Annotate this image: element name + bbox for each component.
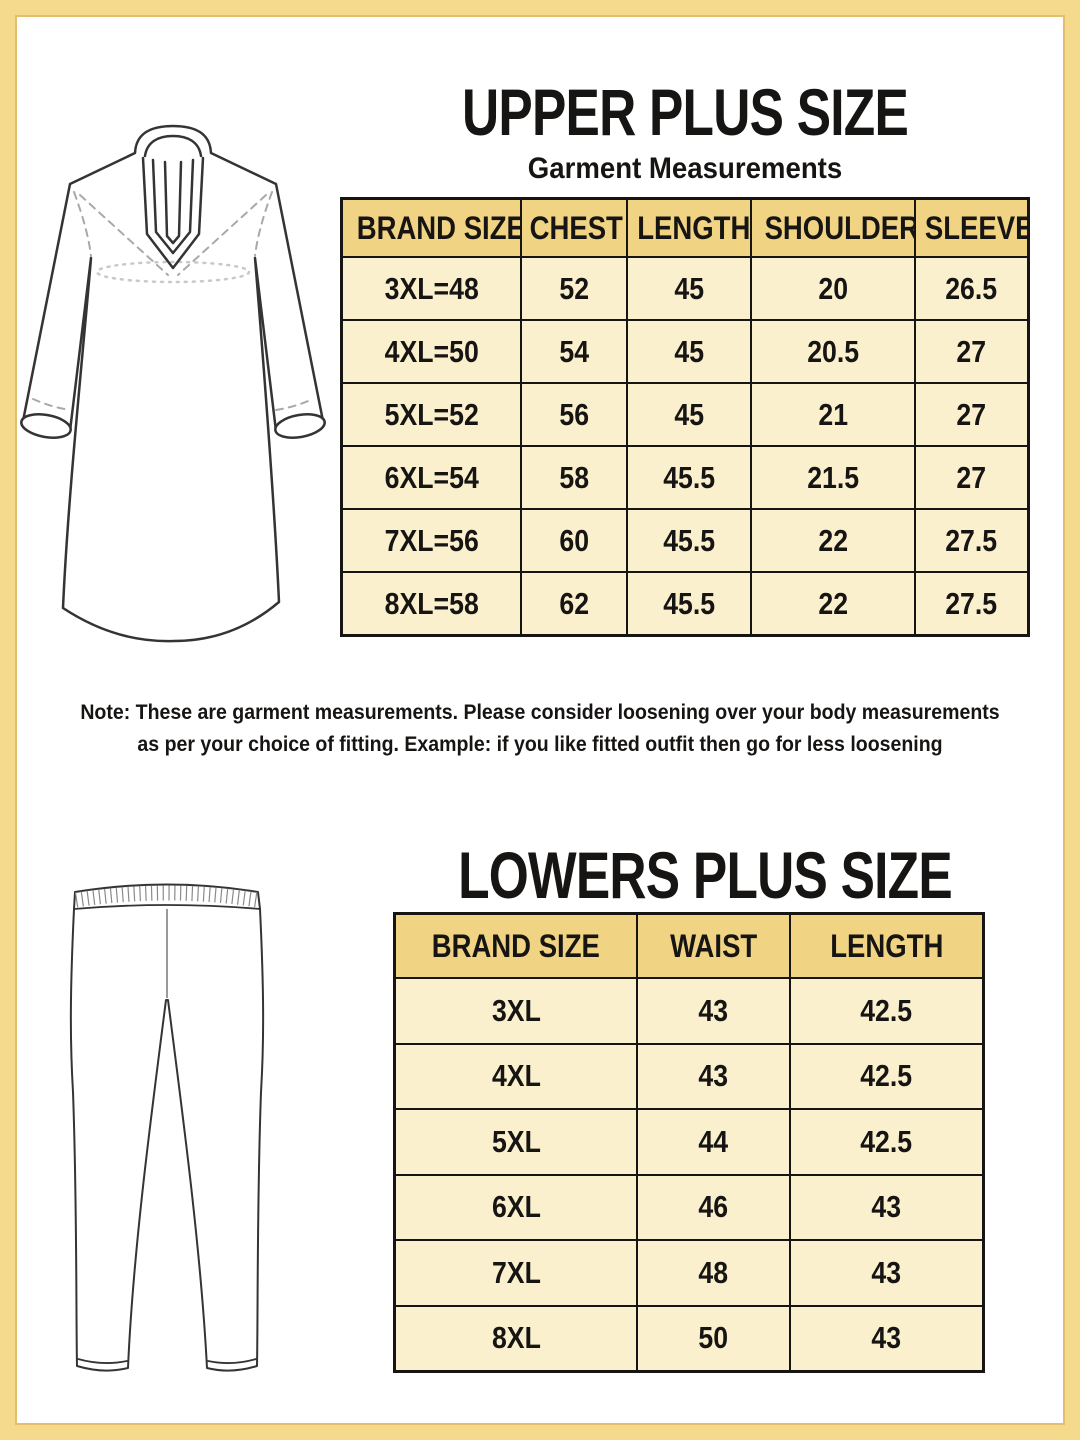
cell-value: 42.5 — [860, 992, 913, 1028]
cell-value: 27 — [956, 396, 987, 432]
cell-value: 46 — [698, 1189, 729, 1225]
column-header-brand-size: BRAND SIZE — [356, 209, 521, 246]
column-header-length: LENGTH — [830, 927, 944, 964]
cell-value: 58 — [559, 459, 589, 495]
note-text: Note: These are garment measurements. Pl… — [40, 697, 1040, 761]
cell-value: 8XL — [491, 1320, 541, 1356]
column-header-chest: CHEST — [529, 209, 623, 246]
cell-value: 7XL — [491, 1254, 541, 1290]
cell-value: 45.5 — [663, 459, 716, 495]
table-row: 8XL=58 62 45.5 22 27.5 — [340, 571, 1030, 637]
cell-value: 4XL=50 — [384, 333, 479, 369]
column-header-sleeve: SLEEVE — [924, 209, 1029, 246]
upper-table-header-row: BRAND SIZE CHEST LENGTH SHOULDER SLEEVE — [340, 197, 1030, 258]
leggings-illustration — [69, 883, 265, 1372]
cell-value: 43 — [698, 1058, 729, 1094]
cell-value: 43 — [871, 1254, 902, 1290]
column-header-shoulder: SHOULDER — [764, 209, 916, 246]
table-row: 3XL=48 52 45 20 26.5 — [340, 256, 1030, 321]
cell-value: 45.5 — [663, 522, 716, 558]
cell-value: 62 — [559, 585, 589, 621]
table-row: 3XL 43 42.5 — [393, 977, 985, 1045]
note-line-1: Note: These are garment measurements. Pl… — [80, 701, 1000, 724]
cell-value: 20.5 — [807, 333, 859, 369]
cell-value: 44 — [698, 1123, 729, 1159]
cell-value: 43 — [871, 1189, 902, 1225]
cell-value: 42.5 — [860, 1058, 913, 1094]
lower-size-table: BRAND SIZE WAIST LENGTH 3XL 43 42.5 4XL … — [393, 912, 985, 1373]
cell-value: 52 — [559, 270, 589, 306]
cell-value: 42.5 — [860, 1123, 913, 1159]
note-line-2: as per your choice of fitting. Example: … — [137, 732, 943, 756]
column-header-brand-size: BRAND SIZE — [431, 927, 601, 964]
cell-value: 26.5 — [945, 270, 998, 306]
table-row: 7XL 48 43 — [393, 1239, 985, 1307]
cell-value: 21.5 — [807, 459, 859, 495]
cell-value: 7XL=56 — [384, 522, 479, 558]
cell-value: 45.5 — [663, 585, 716, 621]
cell-value: 45 — [674, 396, 704, 432]
cell-value: 54 — [559, 333, 589, 369]
cell-value: 5XL=52 — [384, 396, 479, 432]
upper-subtitle: Garment Measurements — [527, 152, 843, 185]
cell-value: 45 — [674, 333, 704, 369]
cell-value: 27 — [956, 333, 987, 369]
cell-value: 45 — [674, 270, 704, 306]
table-row: 8XL 50 43 — [393, 1304, 985, 1373]
column-header-waist: WAIST — [670, 927, 758, 964]
upper-size-table: BRAND SIZE CHEST LENGTH SHOULDER SLEEVE … — [340, 197, 1030, 637]
table-row: 5XL=52 56 45 21 27 — [340, 382, 1030, 447]
cell-value: 5XL — [491, 1123, 541, 1159]
cell-value: 3XL — [491, 992, 541, 1028]
cell-value: 22 — [818, 522, 848, 558]
cell-value: 43 — [698, 992, 729, 1028]
cell-value: 60 — [559, 522, 589, 558]
cell-value: 50 — [698, 1320, 729, 1356]
table-row: 4XL=50 54 45 20.5 27 — [340, 319, 1030, 384]
cell-value: 20 — [818, 270, 848, 306]
cell-value: 8XL=58 — [384, 585, 479, 621]
lower-title: LOWERS PLUS SIZE — [458, 838, 953, 912]
cell-value: 21 — [818, 396, 848, 432]
table-row: 5XL 44 42.5 — [393, 1108, 985, 1176]
cell-value: 43 — [871, 1320, 902, 1356]
cell-value: 27.5 — [945, 585, 998, 621]
cell-value: 22 — [818, 585, 848, 621]
column-header-length: LENGTH — [637, 209, 751, 246]
cell-value: 6XL — [491, 1189, 541, 1225]
cell-value: 4XL — [491, 1058, 541, 1094]
cell-value: 3XL=48 — [384, 270, 479, 306]
upper-title: UPPER PLUS SIZE — [462, 75, 909, 149]
lower-table-header-row: BRAND SIZE WAIST LENGTH — [393, 912, 985, 979]
cell-value: 48 — [698, 1254, 729, 1290]
table-row: 6XL=54 58 45.5 21.5 27 — [340, 445, 1030, 510]
cell-value: 27.5 — [945, 522, 998, 558]
table-row: 7XL=56 60 45.5 22 27.5 — [340, 508, 1030, 573]
table-row: 4XL 43 42.5 — [393, 1042, 985, 1110]
cell-value: 6XL=54 — [384, 459, 479, 495]
cell-value: 56 — [559, 396, 589, 432]
kurta-illustration — [20, 124, 326, 643]
cell-value: 27 — [956, 459, 987, 495]
table-row: 6XL 46 43 — [393, 1173, 985, 1241]
